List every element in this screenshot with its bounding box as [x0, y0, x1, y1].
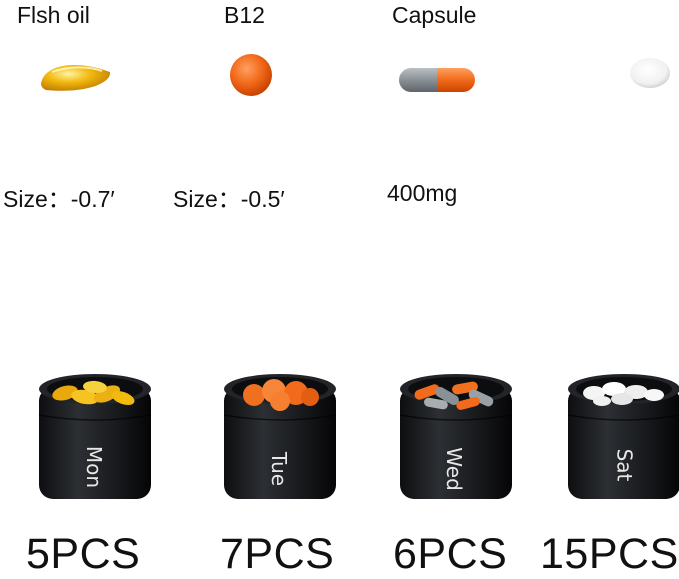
pill-container-sat: Sat [562, 365, 679, 505]
pill-container-mon: Mon [33, 365, 157, 505]
fish-oil-softgel-image [41, 65, 111, 91]
count-sat: 15PCS [540, 530, 679, 578]
b12-tablets-in-container [243, 379, 319, 411]
white-tablet-image [630, 58, 670, 88]
size-capsule: 400mg [387, 180, 458, 206]
pill-name-fish-oil: Flsh oil [17, 2, 90, 28]
pill-name-b12: B12 [224, 2, 265, 28]
size-fish-oil: Size：-0.7′ [3, 186, 115, 212]
size-b12: Size：-0.5′ [173, 186, 285, 212]
count-tue: 7PCS [220, 530, 335, 578]
pill-container-tue: Tue [218, 365, 342, 505]
fish-oil-softgels-in-container [52, 380, 135, 405]
capsule-image [399, 68, 475, 92]
count-mon: 5PCS [26, 530, 141, 578]
white-tablets-in-container [583, 382, 664, 406]
b12-tablet-image [230, 54, 272, 96]
pill-container-wed: Wed [394, 365, 518, 505]
capsules-in-container [414, 381, 494, 410]
count-wed: 6PCS [393, 530, 508, 578]
pill-name-capsule: Capsule [392, 2, 477, 28]
